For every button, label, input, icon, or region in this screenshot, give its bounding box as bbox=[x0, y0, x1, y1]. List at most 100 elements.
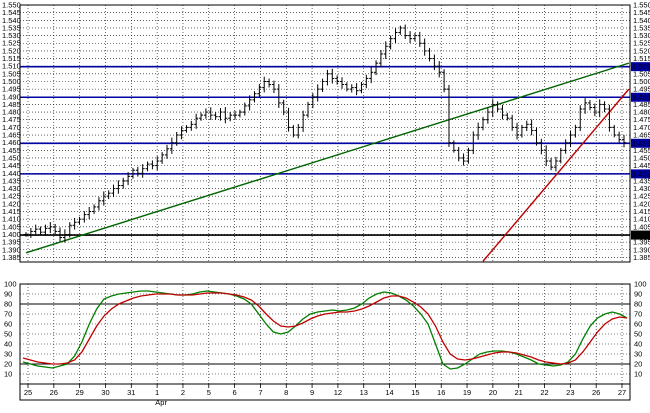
level-value-label: 1.4396 bbox=[632, 169, 650, 178]
osc-tick-left: 50 bbox=[4, 330, 12, 339]
x-tick-label: 21 bbox=[515, 388, 523, 397]
trendline bbox=[482, 88, 630, 262]
level-value-box bbox=[631, 230, 650, 240]
price-tick-right: 1.435 bbox=[633, 176, 650, 185]
x-tick-label: 6 bbox=[233, 388, 237, 397]
level-value-box bbox=[631, 169, 650, 179]
x-tick-label: 2 bbox=[181, 388, 185, 397]
osc-tick-left: 10 bbox=[4, 370, 12, 379]
price-tick-right: 1.520 bbox=[633, 46, 650, 55]
x-tick-label: 25 bbox=[24, 388, 32, 397]
x-tick-label: 15 bbox=[411, 388, 419, 397]
price-tick-left: 1.440 bbox=[2, 169, 21, 178]
osc-tick-left: 80 bbox=[4, 300, 12, 309]
x-tick-label: 12 bbox=[334, 388, 342, 397]
x-tick-label: 27 bbox=[618, 388, 626, 397]
osc-tick-right: 90 bbox=[634, 290, 642, 299]
osc-tick-right: 30 bbox=[634, 350, 642, 359]
price-tick-left: 1.535 bbox=[2, 23, 21, 32]
price-tick-left: 1.410 bbox=[2, 215, 21, 224]
x-tick-label: 1 bbox=[155, 388, 159, 397]
x-tick-label: 5 bbox=[207, 388, 211, 397]
price-tick-left: 1.395 bbox=[2, 238, 21, 247]
x-tick-label: 26 bbox=[592, 388, 600, 397]
price-tick-right: 1.485 bbox=[633, 100, 650, 109]
level-value-box bbox=[631, 92, 650, 102]
x-tick-label: 8 bbox=[284, 388, 288, 397]
price-tick-right: 1.515 bbox=[633, 54, 650, 63]
x-month-label: Apr bbox=[155, 398, 167, 407]
price-tick-right: 1.455 bbox=[633, 146, 650, 155]
price-tick-right: 1.445 bbox=[633, 161, 650, 170]
price-tick-right: 1.545 bbox=[633, 8, 650, 17]
price-tick-right: 1.405 bbox=[633, 222, 650, 231]
x-tick-label: 9 bbox=[310, 388, 314, 397]
price-tick-right: 1.425 bbox=[633, 192, 650, 201]
price-tick-right: 1.395 bbox=[633, 238, 650, 247]
osc-tick-right: 80 bbox=[634, 300, 642, 309]
level-value-label: 1.3996 bbox=[632, 231, 650, 240]
x-axis-frame bbox=[19, 383, 631, 401]
price-tick-right: 1.540 bbox=[633, 16, 650, 25]
osc-tick-left: 100 bbox=[4, 280, 17, 289]
price-tick-left: 1.460 bbox=[2, 138, 21, 147]
price-tick-right: 1.530 bbox=[633, 31, 650, 40]
price-tick-left: 1.505 bbox=[2, 69, 21, 78]
osc-series-line bbox=[22, 290, 628, 370]
x-tick-label: 31 bbox=[127, 388, 135, 397]
osc-tick-right: 70 bbox=[634, 310, 642, 319]
price-tick-left: 1.480 bbox=[2, 108, 21, 117]
price-tick-right: 1.480 bbox=[633, 108, 650, 117]
osc-tick-left: 70 bbox=[4, 310, 12, 319]
price-tick-left: 1.465 bbox=[2, 131, 21, 140]
x-tick-label: 14 bbox=[385, 388, 393, 397]
x-tick-label: 7 bbox=[258, 388, 262, 397]
price-tick-left: 1.415 bbox=[2, 207, 21, 216]
price-tick-left: 1.510 bbox=[2, 62, 21, 71]
osc-tick-right: 60 bbox=[634, 320, 642, 329]
price-tick-left: 1.475 bbox=[2, 115, 21, 124]
price-tick-right: 1.475 bbox=[633, 115, 650, 124]
price-tick-left: 1.530 bbox=[2, 31, 21, 40]
osc-tick-left: 90 bbox=[4, 290, 12, 299]
price-tick-left: 1.520 bbox=[2, 46, 21, 55]
price-tick-left: 1.490 bbox=[2, 92, 21, 101]
price-tick-right: 1.450 bbox=[633, 153, 650, 162]
price-tick-left: 1.385 bbox=[2, 253, 21, 262]
price-tick-right: 1.415 bbox=[633, 207, 650, 216]
level-value-label: 1.4596 bbox=[632, 139, 650, 148]
price-tick-left: 1.450 bbox=[2, 153, 21, 162]
price-tick-left: 1.425 bbox=[2, 192, 21, 201]
level-value-box bbox=[631, 62, 650, 72]
price-tick-right: 1.505 bbox=[633, 69, 650, 78]
price-tick-right: 1.500 bbox=[633, 77, 650, 86]
osc-tick-right: 10 bbox=[634, 370, 642, 379]
price-tick-right: 1.470 bbox=[633, 123, 650, 132]
level-value-label: 1.5097 bbox=[632, 62, 650, 71]
price-tick-left: 1.445 bbox=[2, 161, 21, 170]
x-tick-label: 19 bbox=[463, 388, 471, 397]
price-tick-right: 1.420 bbox=[633, 199, 650, 208]
price-tick-right: 1.465 bbox=[633, 131, 650, 140]
level-value-label: 1.4897 bbox=[632, 93, 650, 102]
price-tick-right: 1.410 bbox=[633, 215, 650, 224]
price-tick-left: 1.400 bbox=[2, 230, 21, 239]
osc-tick-right: 100 bbox=[634, 280, 647, 289]
price-tick-left: 1.455 bbox=[2, 146, 21, 155]
osc-tick-right: 20 bbox=[634, 360, 642, 369]
price-tick-left: 1.420 bbox=[2, 199, 21, 208]
price-panel-bg bbox=[20, 5, 630, 262]
osc-tick-left: 40 bbox=[4, 340, 12, 349]
osc-tick-right: 40 bbox=[634, 340, 642, 349]
price-tick-left: 1.540 bbox=[2, 16, 21, 25]
price-tick-left: 1.470 bbox=[2, 123, 21, 132]
price-tick-right: 1.495 bbox=[633, 85, 650, 94]
price-tick-left: 1.515 bbox=[2, 54, 21, 63]
x-tick-label: 20 bbox=[489, 388, 497, 397]
price-tick-left: 1.435 bbox=[2, 176, 21, 185]
osc-tick-right: 50 bbox=[634, 330, 642, 339]
osc-series-line bbox=[22, 292, 628, 365]
osc-tick-left: 20 bbox=[4, 360, 12, 369]
x-tick-label: 13 bbox=[360, 388, 368, 397]
x-tick-label: 26 bbox=[50, 388, 58, 397]
